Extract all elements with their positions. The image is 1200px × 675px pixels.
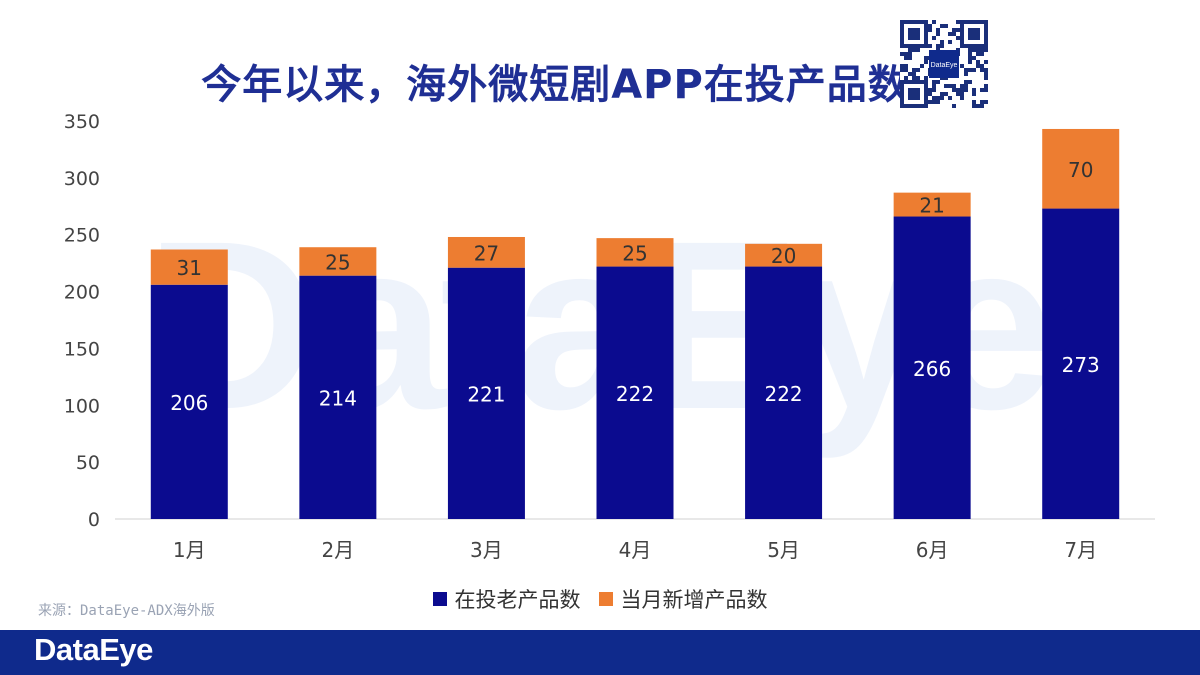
bar-new (745, 243, 823, 267)
x-tick-label: 1月 (173, 538, 206, 562)
x-tick-label: 5月 (767, 538, 800, 562)
bar-existing (893, 216, 971, 519)
bar-new (447, 236, 525, 268)
bar-existing (150, 284, 228, 519)
legend-swatch-existing (432, 592, 447, 606)
y-tick-label: 50 (76, 452, 100, 474)
chart-title: 今年以来，海外微短剧APP在投产品数 (201, 62, 909, 108)
data-label-existing: 214 (319, 386, 357, 410)
legend-label-new: 当月新增产品数 (620, 588, 768, 612)
data-label-new: 31 (177, 256, 202, 280)
data-label-existing: 266 (913, 357, 951, 381)
data-label-existing: 273 (1062, 353, 1100, 377)
qr-code-icon: DataEye (900, 20, 988, 108)
bar-existing (745, 266, 823, 519)
bar-existing (299, 275, 377, 519)
legend-item-existing: 在投老产品数 (432, 584, 581, 614)
data-label-new: 20 (771, 244, 796, 268)
bar-new (150, 249, 228, 285)
data-label-new: 27 (474, 241, 499, 265)
y-tick-label: 100 (64, 395, 100, 417)
legend: 在投老产品数 当月新增产品数 (0, 584, 1200, 614)
stacked-bar-chart: 0 50 100 150 200 250 300 350 206 31 1月 214 25 2月 221 27… (64, 111, 1155, 562)
x-tick-label: 2月 (321, 538, 354, 562)
x-tick-label: 7月 (1064, 538, 1097, 562)
data-label-existing: 222 (616, 382, 654, 406)
data-label-new: 25 (622, 241, 647, 265)
data-label-existing: 206 (170, 391, 208, 415)
data-label-existing: 222 (764, 382, 802, 406)
data-label-new: 25 (325, 250, 350, 274)
data-label-new: 70 (1068, 158, 1093, 182)
data-label-new: 21 (919, 194, 944, 218)
y-tick-label: 200 (64, 282, 100, 304)
y-tick-label: 0 (88, 509, 100, 531)
bar-existing (447, 267, 525, 519)
footer-bar: DataEye (0, 630, 1200, 675)
bar-existing (596, 266, 674, 519)
bar-existing (1042, 208, 1120, 519)
qr-center-logo: DataEye (931, 62, 958, 69)
x-tick-label: 3月 (470, 538, 503, 562)
bar-new (299, 247, 377, 276)
y-tick-label: 300 (64, 168, 100, 190)
x-tick-label: 4月 (619, 538, 652, 562)
dataeye-logo: DataEye (34, 632, 153, 667)
source-note: 来源：DataEye-ADX海外版 (38, 603, 215, 619)
legend-swatch-new (598, 592, 613, 606)
bar-new (893, 192, 971, 217)
x-tick-label: 6月 (916, 538, 949, 562)
data-label-existing: 221 (467, 382, 505, 406)
legend-item-new: 当月新增产品数 (598, 584, 768, 614)
y-tick-label: 350 (64, 111, 100, 133)
bar-new (596, 238, 674, 267)
y-tick-label: 250 (64, 225, 100, 247)
bar-new (1042, 128, 1120, 209)
legend-label-existing: 在投老产品数 (454, 588, 581, 612)
y-tick-label: 150 (64, 338, 100, 360)
